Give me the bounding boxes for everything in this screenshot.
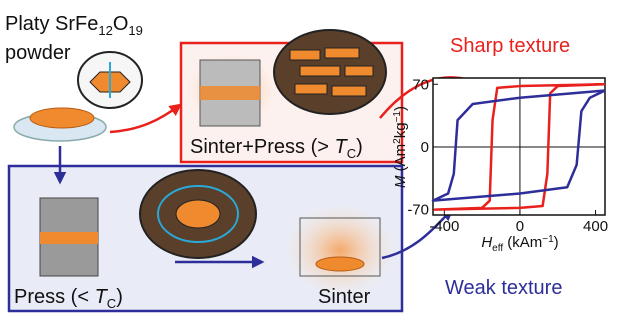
text: Press (<: [14, 286, 95, 308]
powder-label: Platy SrFe12O19: [5, 13, 143, 38]
text: ): [554, 234, 559, 251]
text: kg: [392, 122, 409, 138]
annotation: Sharp texture: [450, 35, 570, 57]
text: ): [116, 286, 123, 308]
step-label: Sinter+Press (> TC): [190, 136, 363, 161]
x-tick-label: 0: [516, 218, 524, 235]
text: −1: [542, 234, 554, 245]
text: 12: [98, 23, 112, 38]
plot: 70 0 -70-400 0 400: [407, 76, 608, 235]
text: ): [392, 106, 409, 111]
step-label: Sinter: [318, 286, 371, 308]
y-tick-label: -70: [407, 202, 429, 219]
text: eff: [492, 243, 503, 254]
text: C: [107, 296, 116, 311]
x-tick-label: -400: [429, 218, 459, 235]
y-tick-label: 70: [412, 76, 429, 93]
step-label: Press (< TC): [14, 286, 123, 311]
text: M: [392, 175, 409, 188]
text: Platy SrFe: [5, 13, 98, 35]
text: (kAm: [503, 234, 542, 251]
text: 19: [128, 23, 142, 38]
text: H: [481, 234, 492, 251]
text: −1: [392, 111, 403, 123]
annotation: Weak texture: [445, 277, 562, 299]
furnace-icon: [284, 204, 396, 296]
x-axis-label: Heff (kAm−1): [481, 234, 558, 254]
petri-dish: [14, 52, 142, 141]
text: ): [356, 136, 363, 158]
x-tick-label: 400: [583, 218, 608, 235]
y-axis-label: M (Am2kg−1): [392, 106, 409, 188]
powder-label: powder: [5, 42, 71, 64]
text: O: [113, 13, 129, 35]
text: Sinter+Press (>: [190, 136, 335, 158]
y-tick-label: 0: [421, 139, 429, 156]
text: (Am: [392, 144, 409, 176]
arrow: [110, 105, 180, 132]
text: C: [347, 146, 356, 161]
figure: Platy SrFe12O19 powder Sinter+Press (> T…: [0, 0, 619, 313]
